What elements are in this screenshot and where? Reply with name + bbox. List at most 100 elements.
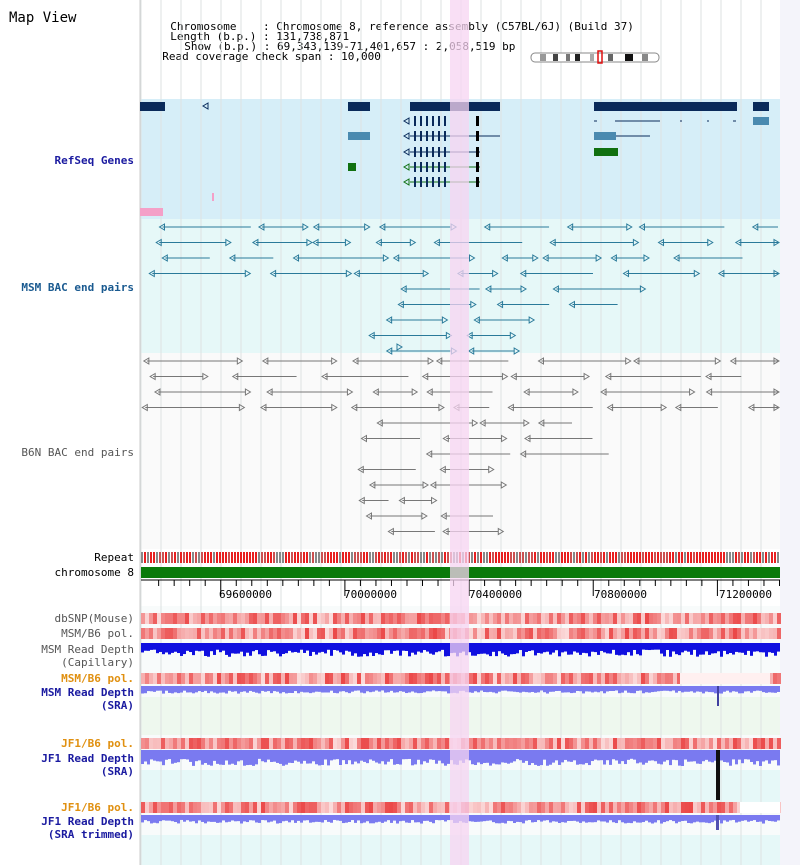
track-label-jf1-depth-sra[interactable]: JF1 Read Depth: [41, 752, 134, 765]
jf1-depth-sra-bar: [444, 750, 447, 766]
jf1-depth-trimmed-bar: [705, 815, 708, 823]
jf1-depth-sra-bar: [351, 750, 354, 765]
jf1-b6-pol-cell: [169, 738, 173, 749]
msm-b6-pol-2-cell: [609, 673, 613, 684]
b6n-bac-pair-arrow: [497, 527, 505, 536]
jf1-b6-pol-2-cell: [305, 802, 309, 813]
jf1-b6-pol-cell: [297, 738, 301, 749]
jf1-b6-pol-cell: [733, 738, 737, 749]
track-label-jf1-depth-trimmed[interactable]: JF1 Read Depth: [41, 815, 134, 828]
msm-bac-pair-arrow: [292, 254, 300, 262]
repeat-block: [435, 552, 437, 563]
jf1-b6-pol-cell: [481, 738, 485, 749]
msm-b6-pol-2-cell: [373, 673, 377, 684]
refseq-exon: [594, 148, 618, 156]
msm-depth-sra-bar: [447, 686, 450, 694]
jf1-b6-pol-cell: [257, 738, 261, 749]
dbsnp-cell: [397, 613, 401, 624]
msm-depth-sra-bar: [213, 686, 216, 693]
jf1-depth-sra-bar: [372, 750, 375, 761]
repeat-block: [477, 552, 479, 563]
chromosome-ideogram[interactable]: [530, 50, 660, 64]
dbsnp-cell: [581, 613, 585, 624]
jf1-depth-trimmed-bar: [468, 815, 471, 822]
track-label-jf1-pol-2[interactable]: JF1/B6 pol.: [61, 801, 134, 814]
msm-depth-capillary-bar: [210, 643, 213, 652]
jf1-depth-trimmed-bar: [381, 815, 384, 823]
b6n-bac-pair-arrow: [510, 372, 517, 381]
track-label-dbsnp[interactable]: dbSNP(Mouse): [54, 612, 134, 625]
msm-depth-sra-bar: [591, 686, 594, 693]
jf1-depth-sra-bar: [285, 750, 288, 765]
dbsnp-cell: [409, 613, 413, 624]
jf1-b6-pol-2-cell: [349, 802, 353, 813]
dbsnp-cell: [645, 613, 649, 624]
msm-depth-sra-bar: [339, 686, 342, 692]
jf1-depth-trimmed-bar: [729, 815, 732, 821]
track-label-refseq[interactable]: RefSeq Genes: [54, 154, 134, 167]
track-label-msm-depth-sra[interactable]: MSM Read Depth: [41, 686, 134, 699]
dbsnp-cell: [753, 613, 757, 624]
jf1-b6-pol-cell: [769, 738, 773, 749]
jf1-b6-pol-2-cell: [589, 802, 593, 813]
msm-b6-pol-2-cell: [329, 673, 333, 684]
dbsnp-cell: [325, 613, 329, 624]
jf1-depth-sra-bar: [156, 750, 159, 762]
b6n-bac-pair-arrow: [231, 372, 239, 381]
jf1-b6-pol-2-cell: [565, 802, 569, 813]
jf1-b6-pol-cell: [353, 738, 357, 749]
jf1-depth-sra-bar: [228, 750, 231, 765]
jf1-b6-pol-2-cell: [717, 802, 721, 813]
jf1-depth-sra-bar: [405, 750, 408, 760]
msm-depth-sra-bar: [168, 686, 171, 693]
msm-depth-sra-bar: [729, 686, 732, 693]
jf1-b6-pol-cell: [653, 738, 657, 749]
msm-depth-capillary-bar: [303, 643, 306, 653]
jf1-b6-pol-cell: [493, 738, 497, 749]
msm-b6-pol-cell: [281, 628, 285, 639]
msm-b6-pol-2-cell: [241, 673, 245, 684]
jf1-depth-trimmed-bar: [582, 815, 585, 822]
b6n-bac-pair-arrow: [714, 357, 722, 365]
track-label-msm-b6-pol-2[interactable]: MSM/B6 pol.: [61, 672, 134, 685]
jf1-depth-sra-bar: [474, 750, 477, 766]
jf1-depth-trimmed-bar: [735, 815, 738, 823]
b6n-bac-pair-arrow: [376, 419, 383, 427]
msm-depth-sra-bar: [225, 686, 228, 694]
jf1-depth-trimmed-bar: [687, 815, 690, 824]
track-label-repeat[interactable]: Repeat: [94, 551, 134, 564]
jf1-depth-sra-bar: [471, 750, 474, 765]
jf1-depth-trimmed-bar: [282, 815, 285, 822]
jf1-depth-trimmed-bar: [771, 815, 774, 822]
track-label-msm-depth-capillary[interactable]: MSM Read Depth: [41, 643, 134, 656]
jf1-depth-trimmed-bar: [153, 815, 156, 823]
msm-depth-capillary-bar: [519, 643, 522, 651]
track-label-jf1-pol[interactable]: JF1/B6 pol.: [61, 737, 134, 750]
track-label-msm-b6-pol[interactable]: MSM/B6 pol.: [61, 627, 134, 640]
msm-b6-pol-2-cell: [401, 673, 405, 684]
repeat-block: [684, 552, 686, 563]
jf1-depth-sra-bar: [537, 750, 540, 766]
msm-b6-pol-2-cell: [377, 673, 381, 684]
jf1-b6-pol-2-cell: [413, 802, 417, 813]
msm-b6-pol-2-cell: [549, 673, 553, 684]
msm-b6-pol-cell: [765, 628, 769, 639]
msm-b6-pol-cell: [485, 628, 489, 639]
msm-depth-sra-bar: [513, 686, 516, 692]
track-label-msm-bac[interactable]: MSM BAC end pairs: [21, 281, 134, 294]
track-label-chromosome[interactable]: chromosome 8: [54, 566, 134, 579]
jf1-b6-pol-2-cell: [725, 802, 729, 813]
jf1-depth-sra-bar: [714, 750, 717, 761]
jf1-b6-pol-cell: [577, 738, 581, 749]
jf1-depth-trimmed-bar: [663, 815, 666, 823]
msm-b6-pol-2-cell: [177, 673, 181, 684]
msm-bac-pair-arrow: [397, 300, 404, 309]
msm-depth-capillary-bar: [369, 643, 372, 653]
msm-depth-capillary-bar: [204, 643, 207, 656]
track-label-b6n-bac[interactable]: B6N BAC end pairs: [21, 446, 134, 459]
jf1-depth-trimmed-bar: [297, 815, 300, 821]
jf1-depth-sra-bar: [246, 750, 249, 766]
msm-depth-capillary-bar: [198, 643, 201, 652]
msm-depth-sra-bar: [435, 686, 438, 692]
